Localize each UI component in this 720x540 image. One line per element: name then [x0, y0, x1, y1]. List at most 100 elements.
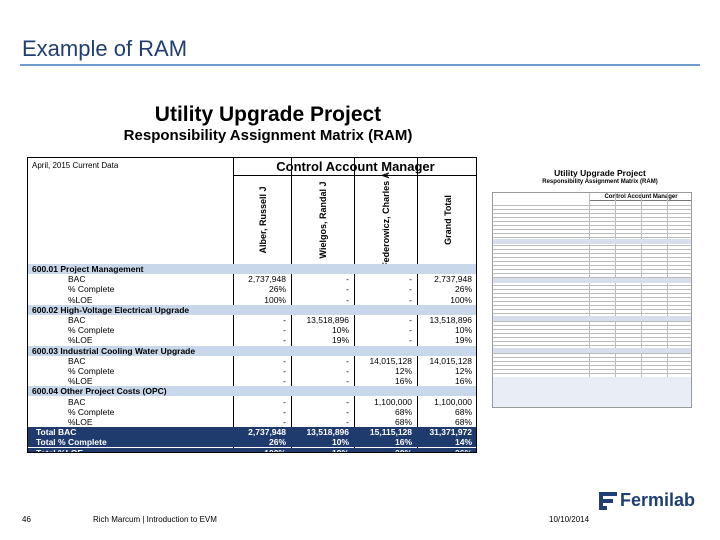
cell-value: 100%	[264, 447, 286, 453]
section-row: 600.02 High-Voltage Electrical Upgrade	[28, 304, 476, 315]
cell-value: 1,100,000	[374, 396, 412, 407]
thumbnail-row-line	[493, 253, 691, 254]
cell-value: 10%	[331, 437, 349, 448]
cell-value: 16%	[394, 437, 412, 448]
cell-value: 2,737,948	[248, 274, 286, 285]
thumbnail-row-line	[493, 257, 691, 258]
table-row: % Complete - - 12% 12%	[28, 366, 476, 376]
cell-value: 10%	[331, 325, 349, 336]
cell-value: 26%	[454, 447, 472, 453]
cell-value: 15,115,128	[369, 427, 412, 438]
row-label: %LOE	[68, 294, 93, 305]
thumbnail-section-row	[493, 316, 691, 321]
cell-value: -	[283, 417, 286, 427]
thumbnail-row-line	[493, 293, 691, 294]
cell-value: 19%	[331, 335, 349, 346]
row-label: %LOE	[68, 417, 93, 427]
thumbnail-row-line	[493, 277, 691, 278]
fermilab-logo-text: Fermilab	[620, 490, 696, 510]
cell-value: -	[346, 284, 349, 295]
row-label: %LOE	[68, 335, 93, 346]
thumbnail-row-line	[493, 285, 691, 286]
cell-value: -	[409, 315, 412, 325]
thumbnail-column-divider	[589, 193, 590, 407]
table-row: BAC 2,737,948 - - 2,737,948	[28, 274, 476, 285]
cell-value: -	[346, 396, 349, 407]
cell-value: -	[409, 284, 412, 295]
thumbnail-section-row	[493, 239, 691, 244]
cell-value: -	[346, 355, 349, 366]
cell-value: 68%	[394, 417, 412, 427]
footer-text: Rich Marcum | Introduction to EVM	[93, 515, 217, 524]
table-row: % Complete - - 68% 68%	[28, 406, 476, 417]
cell-value: 31,371,972	[429, 427, 472, 438]
row-label: BAC	[68, 355, 86, 366]
thumbnail-row-line	[493, 345, 691, 346]
thumbnail-row-line	[493, 265, 691, 266]
column-header-label: Grand Total	[443, 195, 453, 245]
cell-value: 14,015,128	[429, 355, 472, 366]
thumbnail-row-line	[493, 341, 691, 342]
row-label: BAC	[68, 396, 86, 407]
section-row: 600.03 Industrial Cooling Water Upgrade	[28, 345, 476, 356]
cell-value: 2,737,948	[248, 427, 286, 438]
thumbnail-row-line	[493, 233, 691, 234]
table-row: %LOE - 19% - 19%	[28, 335, 476, 346]
thumbnail-row-line	[493, 205, 691, 206]
thumbnail-row-line	[493, 261, 691, 262]
cell-value: 26%	[268, 437, 286, 448]
cell-value: -	[409, 335, 412, 346]
thumbnail-row-line	[493, 213, 691, 214]
thumbnail-row-line	[493, 229, 691, 230]
thumbnail-row-line	[493, 333, 691, 334]
matrix-date-label: April, 2015 Current Data	[32, 161, 119, 170]
cell-value: 16%	[454, 376, 472, 387]
thumbnail-row-line	[493, 209, 691, 210]
cell-value: 2,737,948	[434, 274, 472, 285]
section-row: 600.01 Project Management	[28, 264, 476, 274]
fermilab-logo-icon	[599, 492, 617, 510]
thumbnail-row-line	[493, 309, 691, 310]
thumbnail-row-line	[493, 221, 691, 222]
thumbnail-row-line	[493, 373, 691, 374]
cell-value: 68%	[454, 406, 472, 417]
row-label: BAC	[68, 315, 86, 325]
cell-value: -	[283, 376, 286, 387]
table-row: BAC - - 14,015,128 14,015,128	[28, 355, 476, 366]
cell-value: 100%	[264, 294, 286, 305]
row-label: % Complete	[68, 366, 115, 376]
cell-value: 13,518,896	[306, 315, 349, 325]
thumbnail-row-line	[493, 273, 691, 274]
cell-value: 14,015,128	[369, 355, 412, 366]
thumbnail-column-divider	[667, 193, 668, 407]
cell-value: 13,518,896	[306, 427, 349, 438]
row-label: 600.04 Other Project Costs (OPC)	[32, 386, 167, 397]
thumbnail-row-line	[493, 337, 691, 338]
cell-value: 1,100,000	[434, 396, 472, 407]
thumbnail-column-divider	[615, 193, 616, 407]
row-label: Total %LOE	[36, 447, 84, 453]
cell-value: 19%	[454, 335, 472, 346]
thumbnail-row-line	[493, 301, 691, 302]
title-divider	[20, 64, 700, 66]
cell-value: 19%	[331, 447, 349, 453]
page-number: 46	[22, 515, 31, 524]
cell-value: -	[283, 335, 286, 346]
total-row: Total % Complete 26% 10% 16% 14%	[28, 437, 476, 448]
cell-value: 14%	[454, 437, 472, 448]
row-label: Total % Complete	[36, 437, 107, 448]
cell-value: 16%	[394, 376, 412, 387]
cell-value: -	[346, 294, 349, 305]
footer-date: 10/10/2014	[549, 515, 590, 524]
table-row: %LOE 100% - - 100%	[28, 294, 476, 305]
thumbnail-row-line	[493, 353, 691, 354]
table-row: BAC - 13,518,896 - 13,518,896	[28, 315, 476, 325]
total-row: Total %LOE 100% 19% 20% 26%	[28, 447, 476, 453]
row-label: % Complete	[68, 284, 115, 295]
cell-value: -	[283, 355, 286, 366]
thumbnail-section-row	[493, 278, 691, 283]
thumbnail-row-line	[493, 321, 691, 322]
column-header: Grand Total	[418, 178, 476, 262]
thumbnail-row-line	[493, 249, 691, 250]
thumbnail-row-line	[493, 237, 691, 238]
